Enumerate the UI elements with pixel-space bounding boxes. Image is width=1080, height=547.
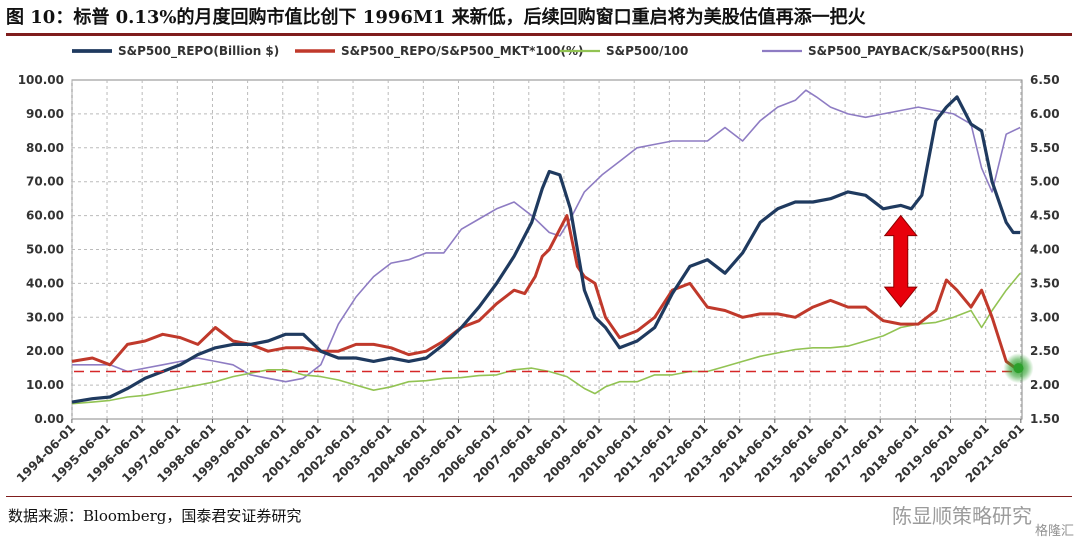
source-divider bbox=[6, 496, 1072, 497]
y-tick-label: 0.00 bbox=[34, 412, 64, 426]
grid-lines bbox=[71, 80, 1022, 419]
y2-tick-label: 6.50 bbox=[1030, 73, 1060, 87]
y-tick-label: 70.00 bbox=[26, 175, 64, 189]
legend-label: S&P500_PAYBACK/S&P500(RHS) bbox=[808, 44, 1024, 59]
y-tick-label: 60.00 bbox=[26, 209, 64, 223]
logo-text: 格隆汇 bbox=[1034, 524, 1074, 539]
figure-title: 图 10：标普 0.13%的月度回购市值比创下 1996M1 来新低，后续回购窗… bbox=[6, 7, 866, 28]
double-arrow bbox=[883, 214, 918, 308]
series-line-3 bbox=[72, 89, 1021, 383]
legend-label: S&P500_REPO/S&P500_MKT*100(%) bbox=[341, 44, 583, 59]
series-line-1 bbox=[71, 214, 1022, 373]
title-underline bbox=[6, 33, 1072, 36]
series-layer bbox=[71, 89, 1022, 405]
y2-tick-label: 5.50 bbox=[1030, 141, 1060, 155]
y-tick-label: 20.00 bbox=[26, 344, 64, 358]
y2-tick-label: 5.00 bbox=[1030, 175, 1060, 189]
series-line-0 bbox=[71, 95, 1021, 404]
y2-tick-label: 1.50 bbox=[1030, 412, 1060, 426]
y-tick-label: 30.00 bbox=[26, 310, 64, 324]
y-tick-label: 10.00 bbox=[26, 378, 64, 392]
legend-label: S&P500/100 bbox=[606, 44, 688, 58]
y2-tick-label: 4.00 bbox=[1030, 243, 1060, 257]
y-tick-label: 90.00 bbox=[26, 107, 64, 121]
y2-tick-label: 6.00 bbox=[1030, 107, 1060, 121]
series-line-2 bbox=[71, 272, 1021, 405]
highlight-point bbox=[1013, 363, 1024, 374]
y2-tick-label: 4.50 bbox=[1030, 209, 1060, 223]
legend: S&P500_REPO(Billion $) S&P500_REPO/S&P500… bbox=[72, 44, 1024, 59]
y2-tick-label: 3.00 bbox=[1030, 310, 1060, 324]
watermark: 陈显顺策略研究 bbox=[892, 504, 1032, 528]
annotation-layer bbox=[74, 214, 1034, 384]
source-note: 数据来源：Bloomberg，国泰君安证券研究 bbox=[8, 507, 302, 525]
y-tick-label: 50.00 bbox=[26, 243, 64, 257]
x-axis: 1994-06-011995-06-011996-06-011997-06-01… bbox=[14, 419, 1027, 485]
legend-label: S&P500_REPO(Billion $) bbox=[118, 44, 279, 59]
y-axis-left: 0.00 10.00 20.00 30.00 40.00 50.00 60.00 70.00 8… bbox=[18, 73, 64, 426]
y2-tick-label: 2.00 bbox=[1030, 378, 1060, 392]
y-axis-right: 1.50 2.00 2.50 3.00 3.50 4.00 4.50 5.00 5.50 6.00… bbox=[1030, 73, 1060, 426]
y-tick-label: 100.00 bbox=[18, 73, 64, 87]
y2-tick-label: 3.50 bbox=[1030, 276, 1060, 290]
y-tick-label: 40.00 bbox=[26, 276, 64, 290]
y2-tick-label: 2.50 bbox=[1030, 344, 1060, 358]
y-tick-label: 80.00 bbox=[26, 141, 64, 155]
